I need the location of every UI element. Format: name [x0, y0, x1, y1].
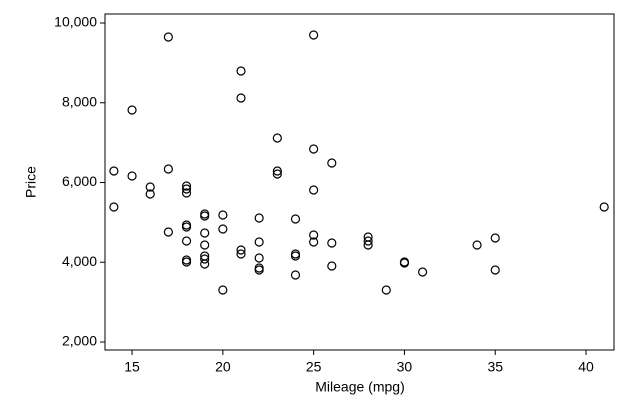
x-tick-label: 15 — [124, 359, 140, 375]
point — [163, 32, 173, 42]
y-tick-label: 8,000 — [62, 93, 97, 109]
point — [309, 30, 319, 40]
y-tick-label: 2,000 — [62, 333, 97, 349]
point — [163, 164, 173, 174]
point — [272, 133, 282, 143]
point — [236, 249, 246, 259]
y-tick-label: 10,000 — [54, 14, 97, 30]
point — [290, 270, 301, 280]
point — [236, 66, 246, 76]
point — [236, 245, 246, 255]
point — [127, 105, 137, 115]
point — [363, 236, 373, 246]
point — [109, 202, 119, 212]
point — [181, 236, 192, 246]
point — [381, 285, 391, 295]
point — [490, 265, 500, 275]
point — [272, 166, 282, 176]
point — [290, 214, 301, 224]
point — [472, 240, 482, 250]
point — [309, 237, 319, 247]
point — [200, 254, 210, 264]
point — [272, 169, 282, 179]
point — [254, 265, 264, 275]
point — [309, 185, 319, 195]
point — [236, 93, 246, 103]
y-tick-label: 6,000 — [62, 173, 97, 189]
x-tick-label: 20 — [215, 359, 231, 375]
point — [218, 224, 228, 234]
point — [163, 227, 173, 237]
point — [418, 267, 428, 277]
point — [145, 189, 155, 199]
point — [218, 210, 228, 220]
y-axis-label: Price — [23, 166, 39, 198]
point — [218, 285, 228, 295]
point — [127, 171, 137, 181]
point — [109, 166, 119, 176]
point — [490, 233, 500, 243]
point — [181, 188, 192, 198]
y-tick-label: 4,000 — [62, 253, 97, 269]
point — [181, 181, 192, 191]
x-tick-label: 40 — [578, 359, 594, 375]
point — [327, 261, 337, 271]
point — [181, 184, 192, 194]
point — [309, 144, 319, 154]
point — [200, 240, 210, 250]
point — [254, 253, 264, 263]
point — [181, 222, 192, 232]
point — [200, 228, 210, 238]
x-tick-label: 30 — [397, 359, 413, 375]
point — [327, 238, 337, 248]
point — [399, 258, 410, 268]
x-tick-label: 35 — [487, 359, 503, 375]
point — [599, 202, 609, 212]
point — [254, 213, 264, 223]
point — [290, 251, 301, 261]
point — [254, 237, 264, 247]
x-tick-label: 25 — [306, 359, 322, 375]
point — [309, 230, 319, 240]
x-axis-label: Mileage (mpg) — [315, 379, 404, 395]
point — [200, 259, 210, 269]
point — [200, 211, 210, 221]
point — [363, 240, 373, 250]
point — [181, 257, 192, 267]
point — [145, 182, 155, 192]
point — [327, 158, 337, 168]
